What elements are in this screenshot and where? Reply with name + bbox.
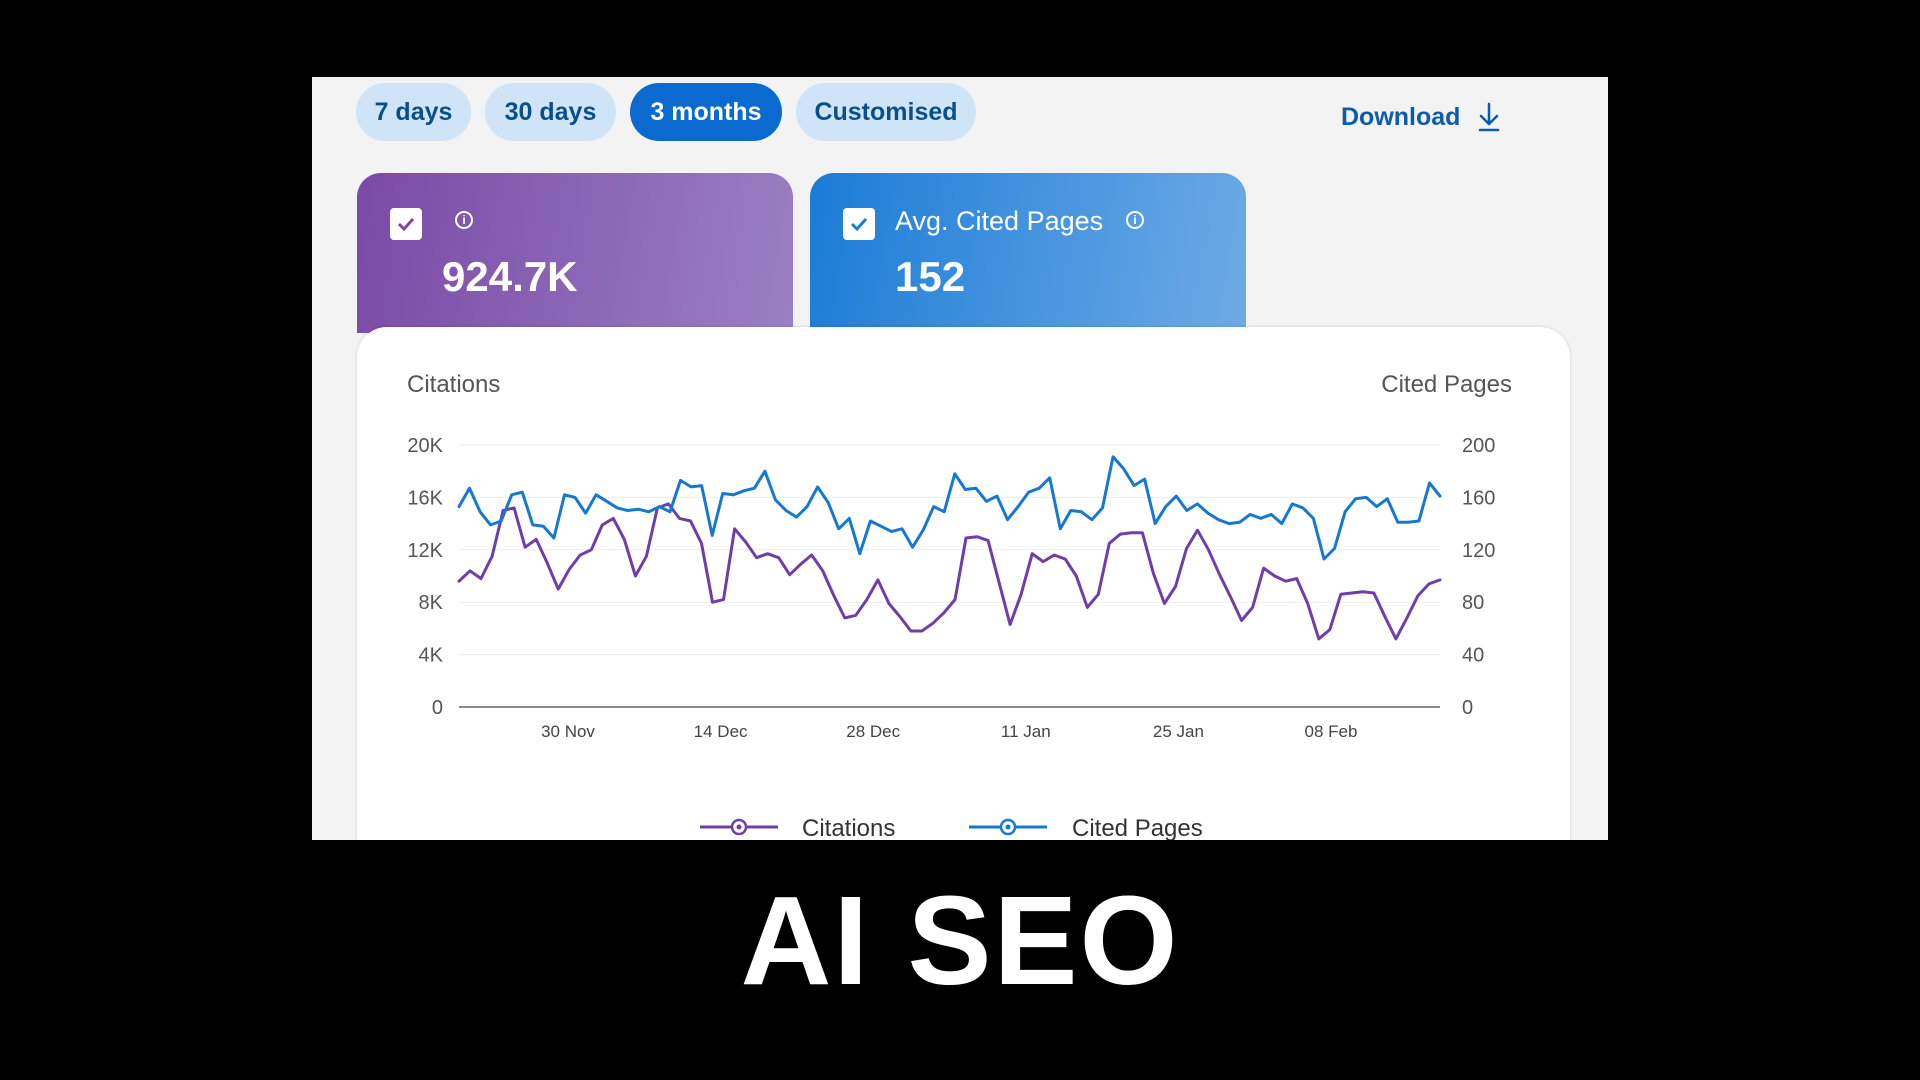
- caption-title: AI SEO: [740, 870, 1180, 1011]
- left-axis-tick: 0: [432, 697, 443, 719]
- chart-legend: Citations Cited Pages: [700, 815, 1203, 840]
- x-axis-tick: 11 Jan: [1001, 722, 1051, 741]
- right-axis-tick: 120: [1462, 540, 1495, 562]
- right-axis-tick: 40: [1462, 645, 1484, 667]
- cited-pages-card-label: Avg. Cited Pages: [895, 206, 1104, 236]
- legend-citations-label[interactable]: Citations: [802, 815, 895, 840]
- download-icon: [1479, 102, 1500, 132]
- left-axis-tick: 20K: [407, 435, 443, 457]
- left-axis-tick: 12K: [407, 540, 443, 562]
- citations-checkbox[interactable]: [390, 208, 422, 240]
- x-axis-tick: 25 Jan: [1153, 722, 1204, 741]
- left-axis-tick: 16K: [407, 487, 443, 509]
- range-7-days-button[interactable]: 7 days: [356, 83, 471, 141]
- range-30-days-button[interactable]: 30 days: [485, 83, 616, 141]
- download-button[interactable]: Download: [1341, 97, 1500, 137]
- checkmark-icon: [397, 217, 415, 232]
- citations-metric-card[interactable]: i 924.7K: [357, 173, 793, 333]
- x-axis-tick: 30 Nov: [541, 722, 595, 741]
- left-axis-tick: 8K: [419, 592, 444, 614]
- x-axis-tick: 08 Feb: [1305, 722, 1358, 741]
- left-axis-tick: 4K: [419, 645, 444, 667]
- legend-cited-pages-label[interactable]: Cited Pages: [1072, 815, 1203, 840]
- citations-total-value: 924.7K: [442, 253, 578, 300]
- left-axis-title: Citations: [407, 371, 500, 398]
- x-axis-tick: 28 Dec: [846, 722, 900, 741]
- chart-card: Citations Cited Pages 0 0 4K 40 8K 80 12K 120 16…: [357, 327, 1570, 840]
- range-3-months-button[interactable]: 3 months: [630, 83, 782, 141]
- avg-cited-pages-value: 152: [895, 253, 966, 300]
- checkmark-icon: [850, 217, 868, 232]
- info-icon[interactable]: i: [1126, 211, 1144, 229]
- info-icon[interactable]: i: [455, 211, 473, 229]
- right-axis-tick: 160: [1462, 487, 1495, 509]
- download-label: Download: [1341, 102, 1461, 131]
- right-axis-tick: 80: [1462, 592, 1484, 614]
- line-chart: Citations Cited Pages 0 0 4K 40 8K 80 12K 120 16…: [407, 371, 1512, 840]
- cited-pages-series-line[interactable]: [457, 455, 1442, 561]
- range-customised-button[interactable]: Customised: [796, 83, 976, 141]
- cited-pages-metric-card[interactable]: Avg. Cited Pages i 152: [810, 173, 1246, 333]
- right-axis-tick: 200: [1462, 435, 1495, 457]
- cited-pages-checkbox[interactable]: [843, 208, 875, 240]
- right-axis-title: Cited Pages: [1381, 371, 1512, 398]
- right-axis-tick: 0: [1462, 697, 1473, 719]
- analytics-panel: 7 days 30 days 3 months Customised Downl…: [312, 77, 1608, 840]
- x-axis-tick: 14 Dec: [694, 722, 748, 741]
- citations-series-line[interactable]: [457, 502, 1442, 641]
